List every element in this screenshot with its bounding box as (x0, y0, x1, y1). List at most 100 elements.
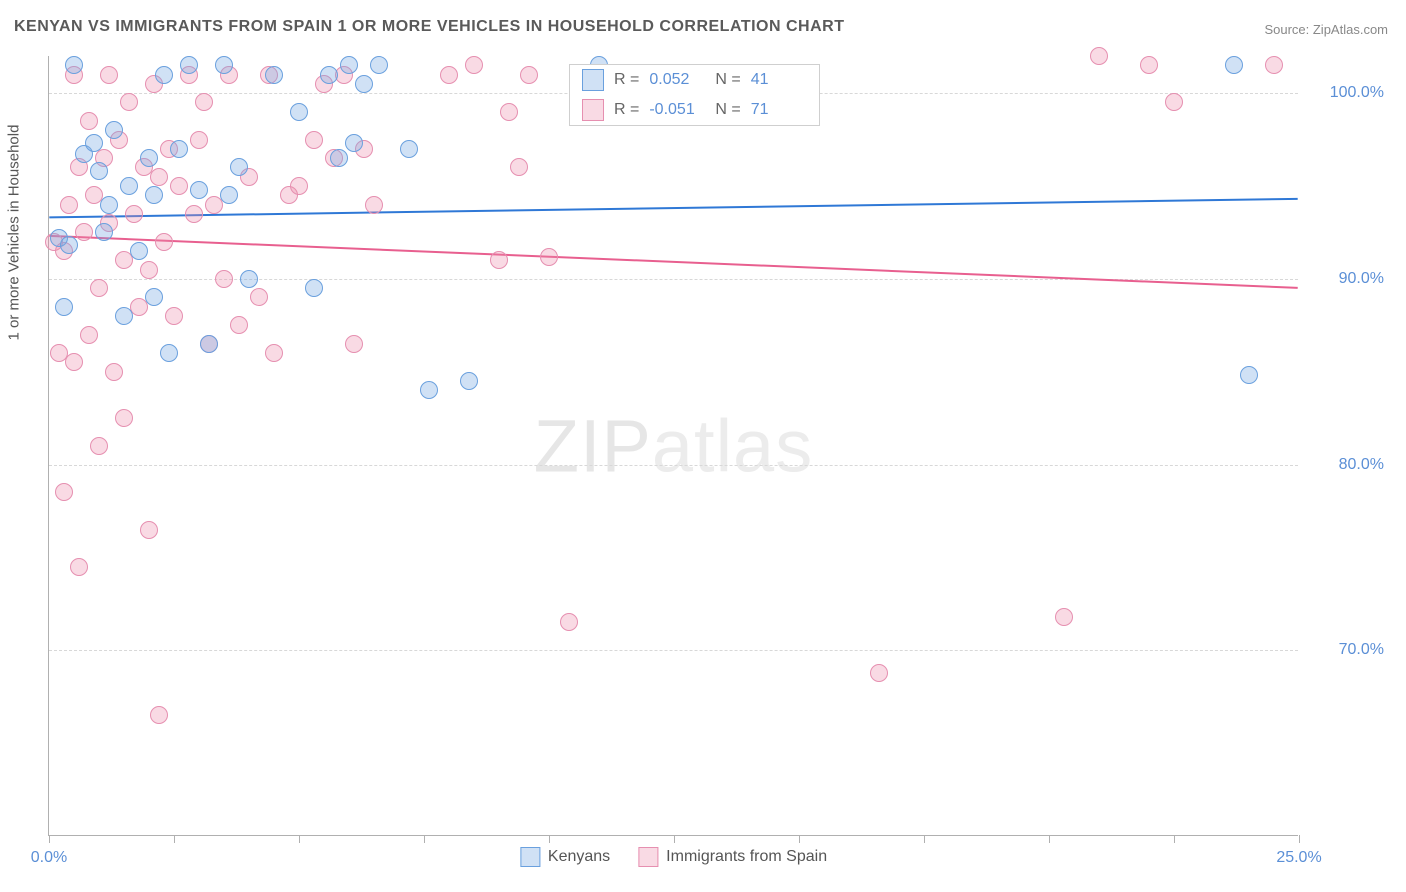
data-point-spain (870, 664, 888, 682)
data-point-kenyans (215, 56, 233, 74)
data-point-spain (520, 66, 538, 84)
y-tick-label: 80.0% (1314, 456, 1384, 474)
data-point-spain (510, 158, 528, 176)
data-point-spain (150, 706, 168, 724)
x-tick (1174, 835, 1175, 843)
data-point-spain (290, 177, 308, 195)
data-point-spain (1140, 56, 1158, 74)
x-tick (1299, 835, 1300, 843)
data-point-spain (490, 251, 508, 269)
data-point-kenyans (60, 236, 78, 254)
data-point-kenyans (190, 181, 208, 199)
correlation-legend: R = 0.052 N = 41 R = -0.051 N = 71 (569, 64, 820, 126)
data-point-kenyans (155, 66, 173, 84)
data-point-spain (345, 335, 363, 353)
data-point-spain (155, 233, 173, 251)
data-point-kenyans (345, 134, 363, 152)
data-point-spain (105, 363, 123, 381)
data-point-kenyans (1225, 56, 1243, 74)
y-tick-label: 100.0% (1314, 84, 1384, 102)
data-point-spain (1265, 56, 1283, 74)
data-point-spain (250, 288, 268, 306)
data-point-spain (190, 131, 208, 149)
data-point-spain (90, 437, 108, 455)
data-point-spain (115, 409, 133, 427)
y-tick-label: 90.0% (1314, 270, 1384, 288)
data-point-spain (100, 66, 118, 84)
data-point-kenyans (130, 242, 148, 260)
x-tick-label: 25.0% (1276, 849, 1321, 867)
data-point-kenyans (85, 134, 103, 152)
data-point-spain (215, 270, 233, 288)
chart-title: KENYAN VS IMMIGRANTS FROM SPAIN 1 OR MOR… (14, 18, 844, 36)
x-tick (424, 835, 425, 843)
data-point-spain (75, 223, 93, 241)
x-tick (1049, 835, 1050, 843)
data-point-kenyans (180, 56, 198, 74)
data-point-spain (440, 66, 458, 84)
legend-item-spain: Immigrants from Spain (638, 847, 827, 867)
data-point-spain (125, 205, 143, 223)
data-point-kenyans (420, 381, 438, 399)
data-point-kenyans (265, 66, 283, 84)
swatch-kenyans (582, 69, 604, 91)
data-point-spain (500, 103, 518, 121)
data-point-spain (80, 112, 98, 130)
data-point-spain (305, 131, 323, 149)
data-point-kenyans (65, 56, 83, 74)
data-point-spain (230, 316, 248, 334)
data-point-kenyans (145, 288, 163, 306)
data-point-spain (365, 196, 383, 214)
x-tick (49, 835, 50, 843)
data-point-kenyans (355, 75, 373, 93)
x-tick (674, 835, 675, 843)
legend-item-kenyans: Kenyans (520, 847, 610, 867)
plot-area: ZIPatlas 70.0%80.0%90.0%100.0% 0.0%25.0%… (48, 56, 1298, 836)
x-tick-label: 0.0% (31, 849, 67, 867)
gridline (49, 279, 1298, 280)
data-point-kenyans (160, 344, 178, 362)
data-point-kenyans (1240, 366, 1258, 384)
data-point-spain (140, 261, 158, 279)
series-legend: Kenyans Immigrants from Spain (520, 847, 827, 867)
data-point-kenyans (370, 56, 388, 74)
data-point-spain (165, 307, 183, 325)
data-point-kenyans (400, 140, 418, 158)
data-point-spain (265, 344, 283, 362)
gridline (49, 650, 1298, 651)
data-point-kenyans (145, 186, 163, 204)
data-point-kenyans (320, 66, 338, 84)
data-point-spain (540, 248, 558, 266)
x-tick (299, 835, 300, 843)
data-point-spain (170, 177, 188, 195)
legend-row-spain: R = -0.051 N = 71 (570, 95, 819, 125)
data-point-kenyans (220, 186, 238, 204)
data-point-spain (150, 168, 168, 186)
data-point-spain (65, 353, 83, 371)
data-point-kenyans (120, 177, 138, 195)
watermark: ZIPatlas (534, 403, 813, 488)
swatch-spain (582, 99, 604, 121)
data-point-spain (140, 521, 158, 539)
x-tick (549, 835, 550, 843)
legend-row-kenyans: R = 0.052 N = 41 (570, 65, 819, 95)
y-axis-label: 1 or more Vehicles in Household (6, 125, 23, 341)
data-point-spain (465, 56, 483, 74)
swatch-kenyans (520, 847, 540, 867)
x-tick (174, 835, 175, 843)
data-point-spain (1165, 93, 1183, 111)
data-point-spain (55, 483, 73, 501)
data-point-spain (120, 93, 138, 111)
data-point-kenyans (90, 162, 108, 180)
source-attribution: Source: ZipAtlas.com (1264, 22, 1388, 37)
data-point-kenyans (100, 196, 118, 214)
data-point-spain (80, 326, 98, 344)
data-point-kenyans (240, 270, 258, 288)
data-point-spain (195, 93, 213, 111)
data-point-kenyans (460, 372, 478, 390)
data-point-kenyans (340, 56, 358, 74)
data-point-kenyans (170, 140, 188, 158)
data-point-spain (1090, 47, 1108, 65)
data-point-kenyans (305, 279, 323, 297)
data-point-kenyans (140, 149, 158, 167)
